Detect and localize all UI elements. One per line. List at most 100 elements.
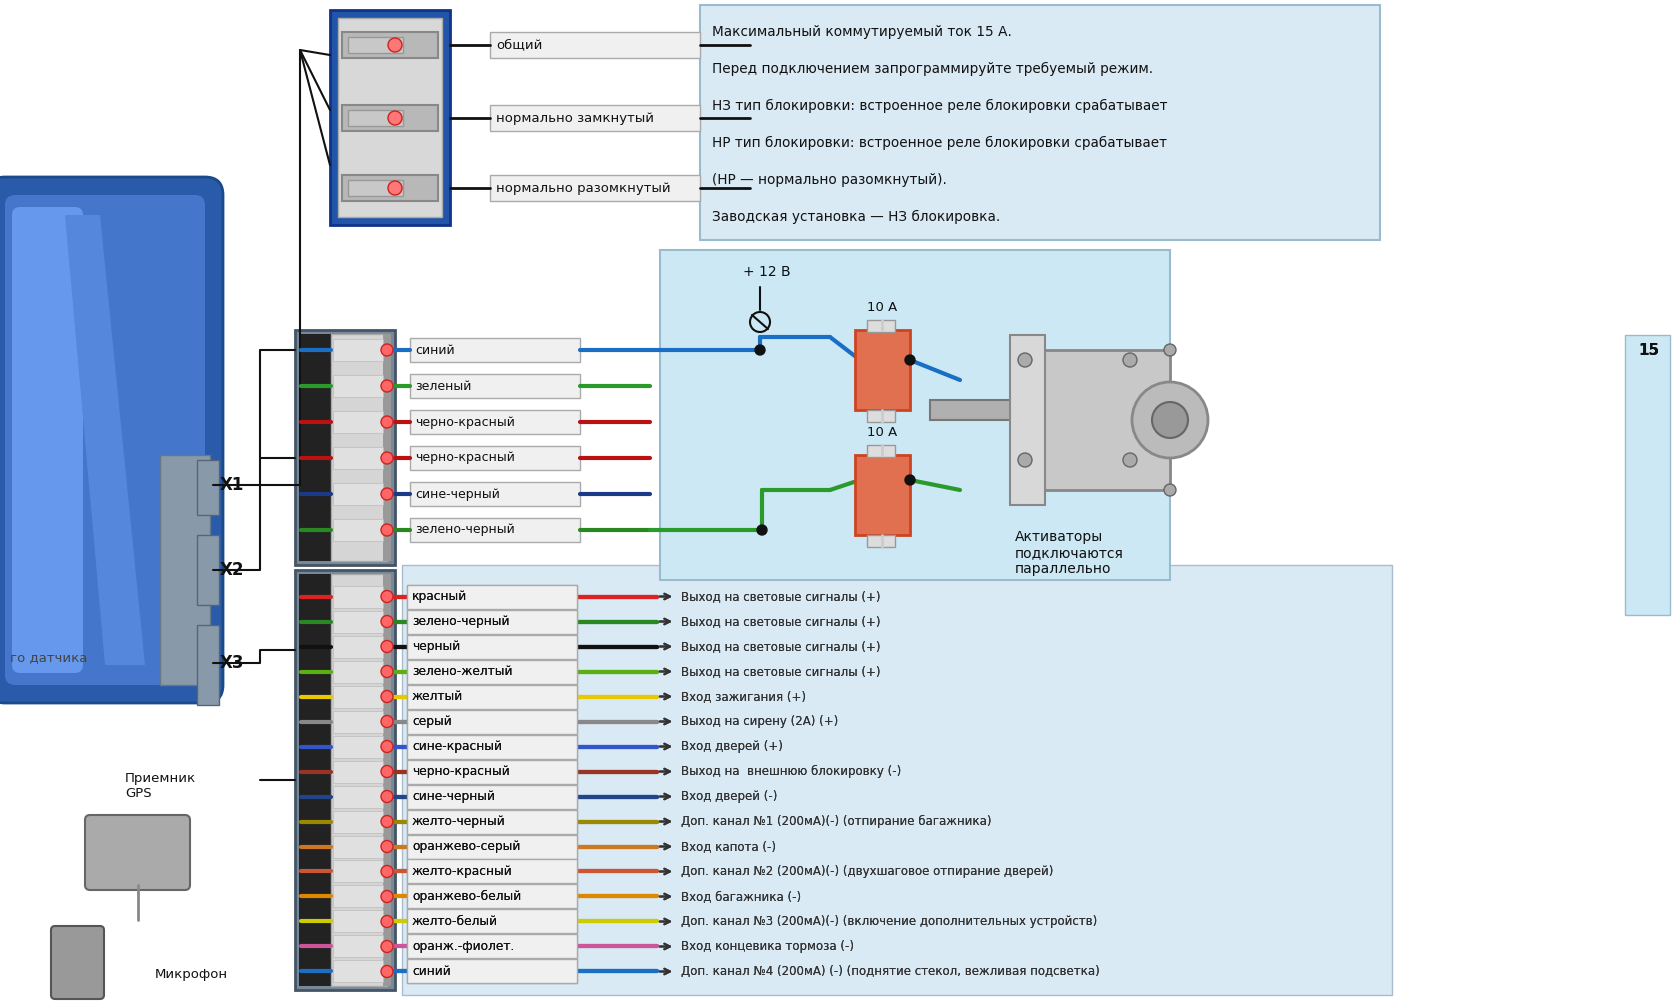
Bar xyxy=(410,482,580,506)
Circle shape xyxy=(381,791,393,803)
Bar xyxy=(160,455,210,685)
Bar xyxy=(407,859,576,883)
Bar xyxy=(407,884,576,908)
Text: оранжево-белый: оранжево-белый xyxy=(412,890,521,903)
Bar xyxy=(407,835,576,858)
Text: общий: общий xyxy=(496,38,543,51)
Bar xyxy=(407,635,576,659)
Text: Вход зажигания (+): Вход зажигания (+) xyxy=(680,690,805,703)
Circle shape xyxy=(1122,353,1136,367)
Text: желто-черный: желто-черный xyxy=(412,815,506,828)
Bar xyxy=(331,334,386,561)
Text: Доп. канал №4 (200мА) (-) (поднятие стекол, вежливая подсветка): Доп. канал №4 (200мА) (-) (поднятие стек… xyxy=(680,965,1099,978)
Circle shape xyxy=(904,355,914,365)
Text: Выход на световые сигналы (+): Выход на световые сигналы (+) xyxy=(680,590,880,603)
Text: Максимальный коммутируемый ток 15 А.: Максимальный коммутируемый ток 15 А. xyxy=(712,25,1011,39)
Bar xyxy=(407,660,576,683)
Text: серый: серый xyxy=(412,715,452,728)
Text: Микрофон: Микрофон xyxy=(155,969,228,982)
FancyBboxPatch shape xyxy=(0,177,223,703)
Bar xyxy=(407,584,576,609)
Circle shape xyxy=(381,690,393,702)
Bar xyxy=(197,625,218,705)
Bar xyxy=(333,447,383,469)
Bar xyxy=(333,661,383,682)
Bar xyxy=(1625,335,1668,615)
Bar xyxy=(410,446,580,470)
Text: 15: 15 xyxy=(1636,342,1658,357)
Text: желто-черный: желто-черный xyxy=(412,815,506,828)
Bar xyxy=(929,400,1015,420)
Circle shape xyxy=(1018,453,1032,467)
Bar xyxy=(407,785,576,809)
Text: Выход на сирену (2А) (+): Выход на сирену (2А) (+) xyxy=(680,715,838,728)
Circle shape xyxy=(1018,353,1032,367)
Text: нормально замкнутый: нормально замкнутый xyxy=(496,112,654,125)
Circle shape xyxy=(381,915,393,928)
Bar xyxy=(333,735,383,758)
Text: желто-красный: желто-красный xyxy=(412,865,512,878)
Bar xyxy=(333,685,383,707)
Bar xyxy=(338,18,442,217)
Bar xyxy=(348,110,403,126)
Bar xyxy=(407,960,576,984)
Polygon shape xyxy=(66,215,144,665)
Circle shape xyxy=(381,840,393,852)
Bar xyxy=(410,518,580,542)
Circle shape xyxy=(1131,382,1208,458)
Text: 15: 15 xyxy=(1636,342,1658,357)
Text: черно-красный: черно-красный xyxy=(412,765,509,778)
Circle shape xyxy=(1163,344,1176,356)
Text: серый: серый xyxy=(412,715,452,728)
Text: Вход багажника (-): Вход багажника (-) xyxy=(680,890,801,903)
Bar xyxy=(333,339,383,361)
Bar xyxy=(333,375,383,397)
Text: красный: красный xyxy=(412,590,467,603)
Bar xyxy=(407,660,576,683)
Circle shape xyxy=(381,740,393,752)
Text: черно-красный: черно-красный xyxy=(415,452,514,465)
Text: желтый: желтый xyxy=(412,690,464,703)
Circle shape xyxy=(388,181,402,195)
Text: X2: X2 xyxy=(220,561,244,579)
Text: Приемник
GPS: Приемник GPS xyxy=(124,772,197,800)
Text: НЗ тип блокировки: встроенное реле блокировки срабатывает: НЗ тип блокировки: встроенное реле блоки… xyxy=(712,99,1168,113)
Text: Доп. канал №3 (200мА)(-) (включение дополнительных устройств): Доп. канал №3 (200мА)(-) (включение допо… xyxy=(680,915,1097,928)
FancyBboxPatch shape xyxy=(50,926,104,999)
Bar xyxy=(867,320,894,332)
Text: черный: черный xyxy=(412,640,460,653)
Text: Выход на световые сигналы (+): Выход на световые сигналы (+) xyxy=(680,640,880,653)
Bar xyxy=(407,810,576,834)
Text: зелено-желтый: зелено-желтый xyxy=(412,665,512,678)
Bar xyxy=(333,483,383,505)
Text: Доп. канал №4 (200мА) (-) (поднятие стекол, вежливая подсветка): Доп. канал №4 (200мА) (-) (поднятие стек… xyxy=(680,965,1099,978)
Text: желто-белый: желто-белый xyxy=(412,915,497,928)
Text: X3: X3 xyxy=(220,654,244,672)
Bar xyxy=(333,811,383,833)
Bar xyxy=(407,960,576,984)
Circle shape xyxy=(381,641,393,653)
Circle shape xyxy=(381,890,393,902)
Text: сине-красный: сине-красный xyxy=(412,740,502,753)
Bar xyxy=(407,909,576,934)
Bar xyxy=(299,334,331,561)
Bar xyxy=(407,584,576,609)
Text: Вход капота (-): Вход капота (-) xyxy=(680,840,776,853)
Bar xyxy=(407,884,576,908)
Bar xyxy=(341,175,438,201)
Bar xyxy=(410,410,580,434)
Text: черный: черный xyxy=(412,640,460,653)
Bar xyxy=(333,519,383,541)
Bar xyxy=(333,411,383,433)
Text: Выход на  внешнюю блокировку (-): Выход на внешнюю блокировку (-) xyxy=(680,765,900,778)
Bar xyxy=(333,585,383,608)
Bar xyxy=(489,32,699,58)
Circle shape xyxy=(1163,484,1176,496)
Bar xyxy=(407,935,576,959)
Text: зелено-черный: зелено-черный xyxy=(415,523,514,536)
Text: желтый: желтый xyxy=(412,690,464,703)
Text: зелено-желтый: зелено-желтый xyxy=(412,665,512,678)
Circle shape xyxy=(381,966,393,978)
Bar xyxy=(331,574,386,986)
Text: Выход на сирену (2А) (+): Выход на сирену (2А) (+) xyxy=(680,715,838,728)
